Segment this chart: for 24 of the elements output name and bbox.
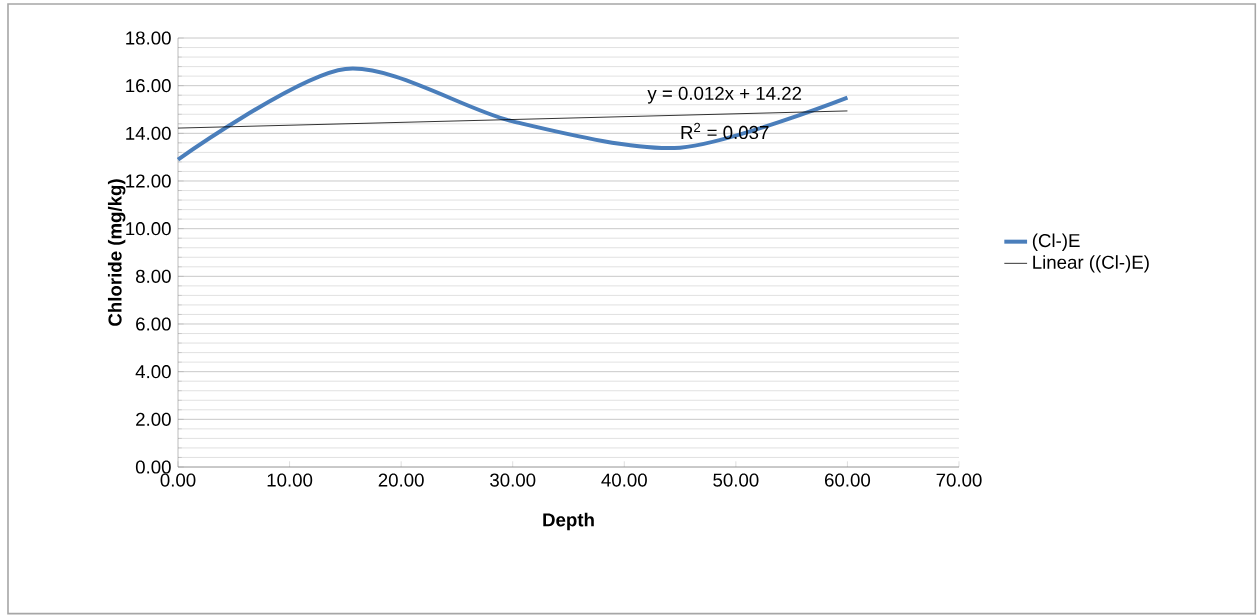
line-series [176,66,850,162]
x-tick-label: 40.00 [601,473,647,487]
x-tick-label: 0.00 [160,473,196,487]
y-tick-label: 2.00 [136,412,171,426]
x-tick-label: 60.00 [825,473,871,487]
y-tick-label: 14.00 [126,126,171,140]
x-tick-label: 70.00 [936,473,982,487]
y-tick-label: 4.00 [135,365,171,379]
y-tick-label: 6.00 [136,317,171,331]
y-tick-label: 8.00 [136,269,171,283]
y-tick-label: 16.00 [126,79,171,93]
annotation: y = 0.012x + 14.22 [647,86,802,104]
y-axis-title: Chloride (mg/kg) [107,179,126,326]
y-tick-label: 18.00 [126,31,171,45]
legend-label: Linear ((Cl-)E) [1033,255,1149,273]
legend-label: (Cl-)E [1032,233,1080,251]
y-tick-label: 12.00 [126,174,171,188]
x-tick-label: 10.00 [267,473,313,487]
x-tick-label: 30.00 [490,473,536,487]
y-tick-label: 0.00 [135,460,171,474]
x-tick-label: 50.00 [713,473,759,487]
y-tick-label: 10.00 [126,222,171,236]
x-axis-title: Depth [543,512,594,531]
x-tick-label: 20.00 [378,473,424,487]
